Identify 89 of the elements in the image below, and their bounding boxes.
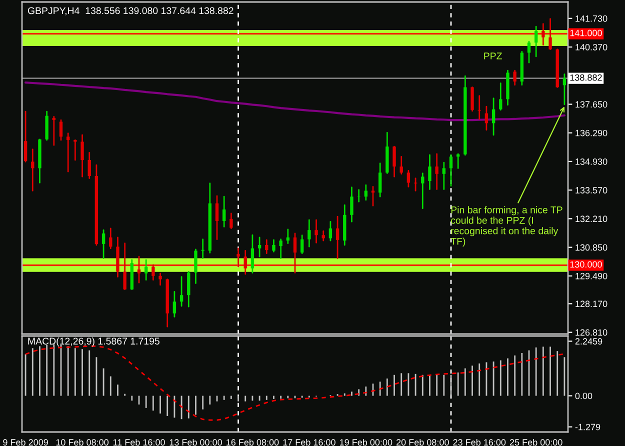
chart-title: MACD(12,26,9) 1.5867 1.7195 <box>28 337 160 346</box>
candlestick <box>172 291 176 318</box>
candlestick <box>350 186 354 222</box>
candlestick <box>222 196 226 228</box>
candlestick <box>406 170 410 188</box>
x-tick-label: 16 Feb 08:00 <box>226 438 279 446</box>
x-tick-label: 9 Feb 2009 <box>3 438 48 446</box>
y-tick-label: 2.2459 <box>575 338 602 345</box>
candlestick <box>265 239 268 254</box>
y-tick-label: 128.170 <box>576 300 608 308</box>
y-tick-label: 134.930 <box>576 158 608 165</box>
candlestick <box>392 146 396 178</box>
candlestick <box>542 23 545 46</box>
candlestick <box>279 238 282 259</box>
candlestick <box>400 156 403 175</box>
candlestick <box>527 40 531 64</box>
candlestick <box>194 248 198 284</box>
candlestick <box>414 178 418 192</box>
y-tick-label: 141.730 <box>576 15 608 22</box>
ref-line-label: 141.000 <box>570 30 602 36</box>
candlestick <box>215 195 219 240</box>
candlestick <box>59 119 63 141</box>
candlestick <box>250 234 254 274</box>
y-tick-label: 126.810 <box>576 329 608 336</box>
candlestick <box>74 139 77 161</box>
candlestick <box>109 228 112 250</box>
candlestick <box>244 250 247 275</box>
y-tick-label: 130.850 <box>576 244 608 251</box>
y-tick-label: -1.279 <box>575 424 600 430</box>
y-tick-label: 132.210 <box>576 216 608 222</box>
ref-line-label: 138.882 <box>570 74 602 81</box>
line-series <box>24 346 566 421</box>
candlestick <box>180 276 184 307</box>
candlestick <box>499 82 502 111</box>
candlestick <box>293 232 297 274</box>
candlestick <box>123 242 126 290</box>
candlestick <box>484 106 488 131</box>
x-tick-label: 25 Feb 00:00 <box>510 438 562 446</box>
candlestick <box>378 162 382 198</box>
candlestick <box>45 110 48 141</box>
candlestick <box>548 18 552 50</box>
annotation: PPZ <box>484 52 502 60</box>
candlestick <box>371 186 375 206</box>
candlestick <box>258 236 262 258</box>
candlestick <box>187 271 190 308</box>
x-tick-label: 17 Feb 16:00 <box>283 438 336 446</box>
candlestick <box>66 132 70 172</box>
candlestick <box>308 219 311 248</box>
candlestick <box>470 86 474 112</box>
y-tick-label: 136.290 <box>576 130 608 136</box>
x-tick-label: 13 Feb 00:00 <box>170 438 222 446</box>
candlestick <box>328 220 332 242</box>
y-tick-label: 137.650 <box>576 101 608 108</box>
candlestick <box>230 212 233 230</box>
candlestick <box>272 239 276 252</box>
candlestick <box>300 234 304 254</box>
candlestick <box>534 26 538 58</box>
candlestick <box>492 98 496 136</box>
candlestick <box>144 259 148 281</box>
candlestick <box>336 216 340 259</box>
candlestick <box>158 272 162 286</box>
x-tick-label: 19 Feb 00:00 <box>340 438 392 446</box>
chart-title: GBPJPY,H4 138.556 139.080 137.644 138.882 <box>28 7 234 16</box>
candlestick <box>31 148 34 192</box>
candlestick <box>322 230 325 242</box>
x-tick-label: 23 Feb 16:00 <box>453 438 506 446</box>
candlestick <box>80 134 84 178</box>
candlestick <box>314 219 318 244</box>
y-tick-label: 129.490 <box>576 272 608 280</box>
candlestick <box>513 70 516 86</box>
candlestick <box>152 264 155 281</box>
candlestick <box>286 228 290 244</box>
x-tick-label: 10 Feb 08:00 <box>56 438 109 446</box>
candlestick <box>428 154 432 190</box>
candlestick <box>442 162 446 190</box>
candlestick <box>102 229 106 259</box>
candlestick <box>435 153 438 190</box>
y-tick-label: 0.00 <box>575 392 592 400</box>
annotation: Pin bar forming, a nice TP could be the PPZ (I recognised it on the daily TF) <box>450 206 562 247</box>
candlestick <box>364 184 368 201</box>
x-tick-label: 11 Feb 16:00 <box>113 438 165 446</box>
ref-line-label: 130.000 <box>570 261 602 268</box>
y-tick-label: 133.570 <box>576 187 608 194</box>
candlestick <box>421 172 424 210</box>
y-tick-label: 140.370 <box>576 44 608 50</box>
x-tick-label: 20 Feb 08:00 <box>396 438 449 446</box>
candlestick <box>24 110 28 162</box>
candlestick <box>88 152 91 180</box>
candlestick <box>137 256 141 284</box>
